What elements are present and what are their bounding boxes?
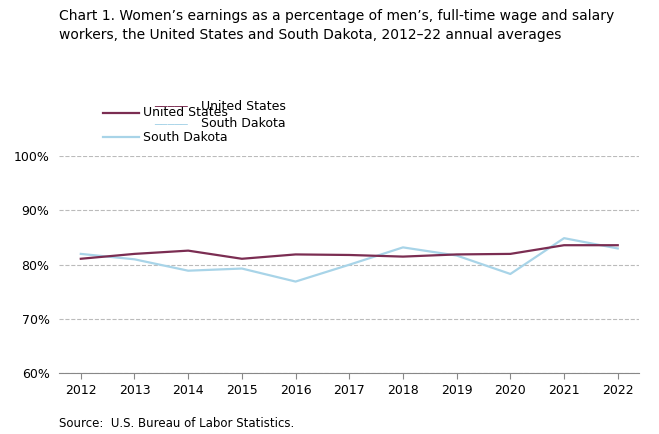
Text: South Dakota: South Dakota [142, 131, 227, 144]
Text: ─────: ───── [154, 118, 188, 129]
Text: ─────: ───── [154, 101, 188, 112]
Text: Source:  U.S. Bureau of Labor Statistics.: Source: U.S. Bureau of Labor Statistics. [59, 417, 295, 430]
Text: workers, the United States and South Dakota, 2012–22 annual averages: workers, the United States and South Dak… [59, 28, 561, 42]
Text: United States: United States [201, 100, 286, 113]
Text: United States: United States [142, 106, 227, 119]
Text: South Dakota: South Dakota [201, 117, 285, 130]
Text: Chart 1. Women’s earnings as a percentage of men’s, full-time wage and salary: Chart 1. Women’s earnings as a percentag… [59, 9, 615, 23]
